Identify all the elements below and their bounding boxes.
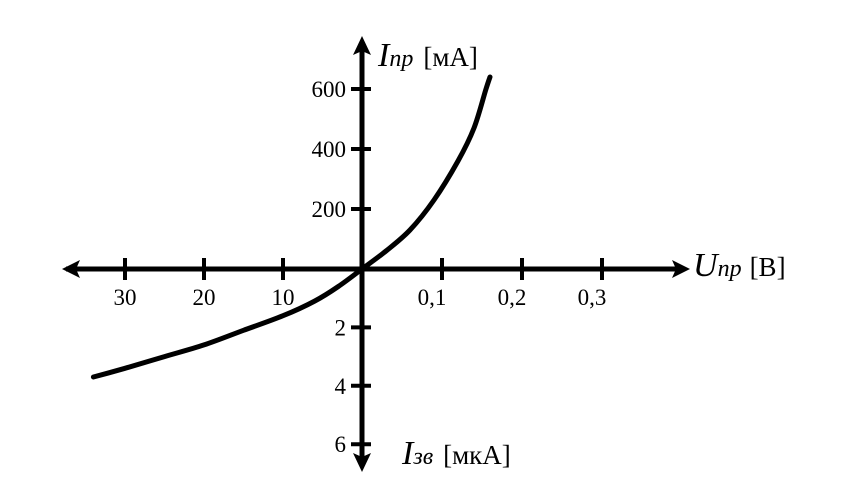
x-tick-label: 0,1 (418, 285, 447, 310)
y-positive-axis-title: Iпр [мА] (377, 37, 478, 74)
x-tick-label: 30 (114, 285, 137, 310)
y-axis-up-arrow (353, 36, 371, 55)
x-axis-right-arrow (672, 260, 690, 278)
x-tick-label: 0,3 (578, 285, 607, 310)
y-tick-label: 600 (312, 77, 347, 102)
y-negative-axis-title: Iзв [мкА] (401, 435, 511, 472)
curve-layer (90, 74, 493, 380)
reverse-branch-curve (90, 266, 365, 380)
forward-branch-curve (359, 74, 493, 272)
x-tick-label: 10 (272, 285, 295, 310)
x-axis-left-arrow (62, 260, 80, 278)
y-tick-label: 6 (335, 432, 347, 457)
ticks-layer: 0,1 0,2 0,3 10 20 30 200 400 600 2 4 6 (114, 77, 607, 457)
x-positive-axis-title: Uпр [В] (693, 247, 786, 284)
y-tick-label: 200 (312, 197, 347, 222)
y-tick-label: 2 (335, 315, 347, 340)
x-tick-label: 0,2 (498, 285, 527, 310)
y-tick-label: 4 (335, 374, 347, 399)
y-tick-label: 400 (312, 137, 347, 162)
x-tick-label: 20 (193, 285, 216, 310)
y-axis-down-arrow (353, 453, 371, 472)
